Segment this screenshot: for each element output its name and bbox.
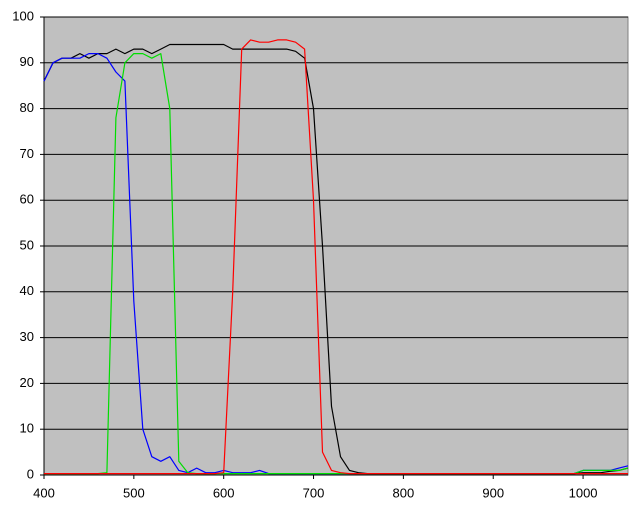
y-tick-label: 90 [20,54,34,69]
x-tick-label: 900 [482,485,504,500]
y-tick-label: 50 [20,237,34,252]
x-tick-label: 1000 [569,485,598,500]
x-tick-label: 800 [393,485,415,500]
x-tick-label: 600 [213,485,235,500]
y-tick-label: 100 [12,8,34,23]
y-tick-label: 0 [27,466,34,481]
y-tick-label: 30 [20,329,34,344]
y-tick-label: 40 [20,283,34,298]
y-tick-label: 20 [20,375,34,390]
x-tick-label: 400 [33,485,55,500]
x-tick-label: 700 [303,485,325,500]
y-tick-label: 10 [20,421,34,436]
y-tick-label: 80 [20,100,34,115]
series-line [44,39,628,475]
y-tick-label: 70 [20,146,34,161]
x-tick-label: 500 [123,485,145,500]
y-tick-label: 60 [20,192,34,207]
